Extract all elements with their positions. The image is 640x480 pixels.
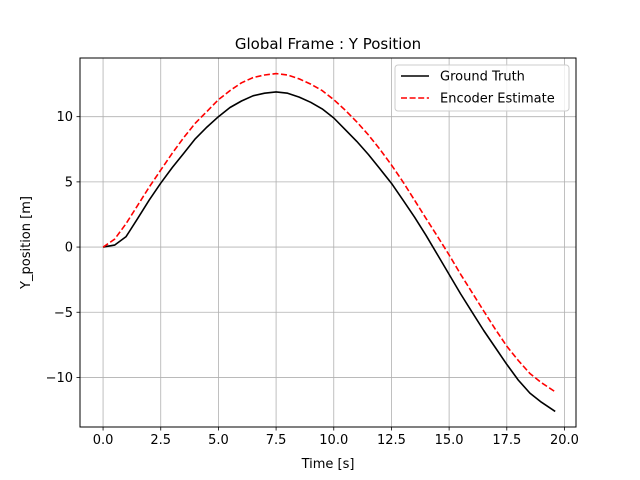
y-tick-label: 10 — [56, 110, 73, 125]
series-line-encoder-estimate — [102, 72, 556, 393]
y-tick-label: 5 — [65, 175, 73, 190]
x-tick-label: 17.5 — [492, 433, 521, 448]
x-tick-label: 0.0 — [93, 433, 114, 448]
y-tick-label: −10 — [46, 371, 73, 386]
x-tick-label: 2.5 — [150, 433, 171, 448]
x-axis-label: Time [s] — [301, 457, 355, 472]
series-layer — [102, 72, 556, 413]
tick-layer: 0.0 2.5 5.0 7.5 10.0 12.5 15.0 17.5 20.0 −10 −5 0 5 1… — [46, 110, 579, 448]
y-tick-label: −5 — [54, 306, 73, 321]
grid-layer — [80, 58, 576, 427]
x-tick-label: 7.5 — [266, 433, 287, 448]
x-tick-label: 10.0 — [319, 433, 348, 448]
x-tick-label: 5.0 — [208, 433, 229, 448]
legend-box — [394, 64, 570, 112]
y-axis-label: Y_position [m] — [19, 196, 34, 290]
series-line-ground-truth — [102, 91, 556, 413]
plot-frame — [79, 57, 577, 428]
legend: Ground Truth Encoder Estimate — [394, 64, 570, 112]
chart-title: Global Frame : Y Position — [235, 35, 421, 53]
y-tick-label: 0 — [65, 241, 73, 256]
legend-label-encoder-estimate: Encoder Estimate — [440, 92, 555, 107]
x-tick-label: 20.0 — [550, 433, 579, 448]
legend-label-ground-truth: Ground Truth — [440, 70, 525, 85]
x-tick-label: 15.0 — [435, 433, 464, 448]
x-tick-label: 12.5 — [377, 433, 406, 448]
